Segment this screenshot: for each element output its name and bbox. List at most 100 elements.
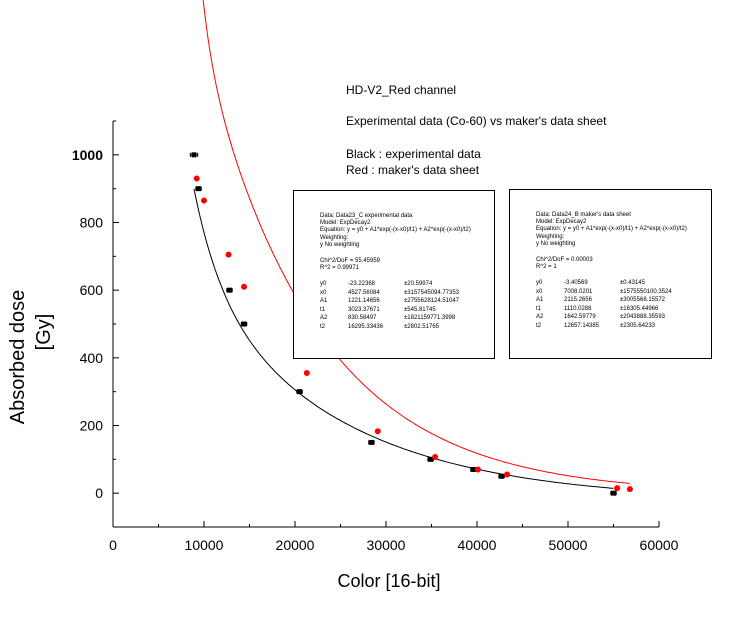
- param-name: A1: [536, 297, 544, 304]
- fit-model-line: Model: ExpDecay2: [536, 219, 587, 226]
- param-error: ±0.43145: [620, 280, 645, 286]
- fit-data-line: Data: Data24_B maker's data sheet: [536, 212, 631, 218]
- fit-data-line: Data: Data23_C experimental data: [320, 213, 413, 219]
- param-name: t1: [536, 305, 542, 312]
- param-value: 1642.59779: [564, 314, 596, 321]
- param-row: x0 7008.0201 ±1575550100.3524: [536, 289, 678, 298]
- param-error: ±3005568.15572: [620, 297, 666, 304]
- y-axis-label-line1: Absorbed dose: [7, 290, 29, 425]
- data-point-datasheet: [201, 197, 207, 204]
- param-name: x0: [536, 288, 543, 295]
- y-tick-label: 400: [80, 350, 104, 366]
- param-error: ±2802.51765: [404, 323, 439, 330]
- param-error: ±2305.64233: [620, 322, 655, 329]
- param-row: y0 -23.22368 ±20.59974: [320, 281, 465, 290]
- data-point-datasheet: [626, 486, 633, 493]
- data-point-experimental: [428, 456, 434, 462]
- param-row: A1 2115.2656 ±3005568.15572: [536, 297, 678, 306]
- data-point-datasheet: [504, 471, 511, 478]
- param-name: t2: [536, 322, 542, 329]
- param-row: A1 1221.14656 ±2755628124.51047: [320, 298, 465, 307]
- fit-params-table: y0 -23.22368 ±20.59974 x0 4527.56084 ±315754…: [320, 281, 465, 333]
- x-tick-label: 10000: [185, 537, 224, 553]
- data-point-datasheet: [303, 370, 310, 377]
- fit-model-line: Model: ExpDecay2: [320, 220, 371, 227]
- data-point-datasheet: [225, 251, 232, 258]
- data-point-experimental: [191, 152, 197, 158]
- data-point-datasheet: [474, 466, 481, 473]
- chart-subtitle: Experimental data (Co-60) vs maker's dat…: [346, 114, 607, 128]
- param-value: 1110.0288: [564, 305, 592, 312]
- param-row: t2 12657.14385 ±2305.64233: [536, 323, 678, 332]
- fit-equation-line: Equation: y = y0 + A1*exp(-(x-x0)/t1) + …: [536, 226, 687, 233]
- data-point-experimental: [470, 466, 476, 472]
- data-point-experimental: [226, 287, 232, 293]
- param-value: 3023.37671: [348, 306, 380, 313]
- y-tick-label: 200: [80, 418, 104, 434]
- param-error: ±2755628124.51047: [404, 298, 460, 305]
- fit-chi2-line: Chi^2/DoF = 0.00003: [536, 257, 593, 263]
- param-value: 1221.14656: [348, 298, 380, 305]
- x-axis-label: Color [16-bit]: [337, 571, 440, 591]
- param-row: A2 1642.59779 ±2043888.35593: [536, 314, 678, 323]
- y-tick-label: 600: [80, 282, 104, 298]
- param-value: 12657.14385: [564, 322, 600, 329]
- param-row: x0 4527.56084 ±3157545094.77353: [320, 290, 465, 299]
- data-point-experimental: [611, 490, 616, 496]
- fit-curves: [193, 0, 630, 489]
- legend-note-black: Black : experimental data: [346, 147, 481, 161]
- fit-weighting-label: Weighting:: [320, 234, 349, 241]
- x-tick-label: 30000: [367, 537, 406, 553]
- fit-weighting-row: y No weighting: [536, 240, 576, 247]
- x-tick-label: 40000: [458, 537, 497, 553]
- param-row: t2 16295.33436 ±2802.51765: [320, 324, 465, 333]
- x-tick-label: 50000: [549, 537, 588, 553]
- param-name: A2: [320, 315, 328, 322]
- fit-chi2-line: Chi^2/DoF = 55.45959: [320, 258, 381, 264]
- data-point-datasheet: [374, 428, 381, 435]
- param-value: 7008.0201: [564, 288, 593, 295]
- y-axis-label-line2: [Gy]: [33, 314, 55, 351]
- fit-equation-line: Equation: y = y0 + A1*exp(-(x-x0)/t1) + …: [320, 227, 471, 234]
- data-point-datasheet: [614, 485, 621, 492]
- y-tick-label: 0: [95, 485, 103, 501]
- param-error: ±1575550100.3524: [620, 288, 672, 295]
- data-point-datasheet: [193, 175, 200, 182]
- x-tick-label: 60000: [640, 537, 679, 553]
- data-point-experimental: [499, 473, 505, 479]
- param-name: A2: [536, 314, 544, 321]
- param-error: ±16305.44966: [620, 305, 659, 312]
- param-value: 2115.2656: [564, 297, 592, 304]
- param-value: -23.22368: [348, 281, 376, 287]
- x-tick-label: 0: [109, 537, 117, 553]
- param-name: A1: [320, 298, 328, 305]
- y-tick-label: 1000: [72, 147, 103, 163]
- data-point-datasheet: [432, 453, 439, 460]
- axes: 0 10000 20000 30000 40000 50000 60000 0 200 400 60…: [72, 120, 679, 553]
- fit-r2-line: R^2 = 0.99971: [320, 265, 360, 272]
- param-row: y0 -3.40569 ±0.43145: [536, 280, 678, 289]
- fit-results-box-datasheet: Data: Data24_B maker's data sheet Model:…: [509, 189, 712, 359]
- data-point-experimental: [297, 389, 303, 395]
- fit-r2-line: R^2 = 1: [536, 264, 557, 271]
- param-name: t2: [320, 323, 326, 330]
- param-error: ±1821159771.3998: [404, 315, 456, 322]
- param-value: -3.40569: [564, 280, 588, 286]
- fit-curve-datasheet: [202, 0, 630, 484]
- param-error: ±20.59974: [404, 281, 433, 287]
- param-row: A2 830.58497 ±1821159771.3998: [320, 315, 465, 324]
- param-name: x0: [320, 289, 327, 296]
- param-name: y0: [536, 280, 543, 286]
- data-point-experimental: [368, 439, 374, 445]
- param-value: 830.58497: [348, 315, 377, 322]
- param-value: 16295.33436: [348, 323, 384, 330]
- param-row: t1 3023.37671 ±545.81745: [320, 307, 465, 316]
- x-tick-label: 20000: [276, 537, 315, 553]
- data-point-experimental: [196, 186, 202, 192]
- data-point-experimental: [241, 321, 247, 327]
- param-row: t1 1110.0288 ±16305.44966: [536, 306, 678, 315]
- data-points: [189, 152, 633, 496]
- param-name: y0: [320, 281, 327, 287]
- param-name: t1: [320, 306, 326, 313]
- data-point-datasheet: [241, 283, 248, 290]
